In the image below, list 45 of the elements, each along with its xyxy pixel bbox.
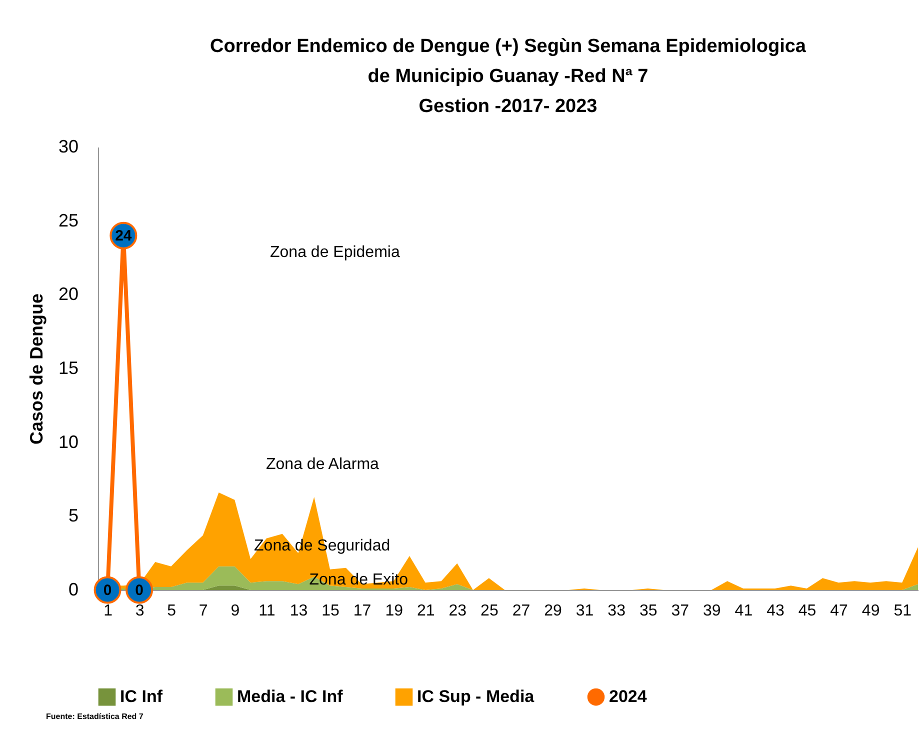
data-label: 0	[135, 582, 144, 599]
data-label: 0	[103, 582, 112, 599]
annotation: Zona de Alarma	[266, 456, 379, 474]
x-tick-label: 39	[703, 602, 721, 620]
x-tick-label: 49	[862, 602, 880, 620]
x-tick-label: 33	[608, 602, 626, 620]
y-tick-label: 5	[68, 506, 78, 526]
y-tick-label: 30	[58, 136, 78, 156]
x-tick-label: 21	[416, 602, 435, 620]
x-tick-label: 27	[512, 602, 530, 620]
y-tick-label: 0	[68, 580, 78, 600]
x-tick-label: 47	[830, 602, 848, 620]
legend-label: Media - IC Inf	[237, 687, 344, 706]
x-tick-label: 7	[198, 602, 208, 620]
x-tick-label: 29	[544, 602, 562, 620]
chart-title: Corredor Endemico de Dengue (+) Segùn Semana Epidemiologica de Municipio Guanay -Red Nª 7 Gestion -2017- 2023	[210, 36, 806, 117]
x-tick-label: 11	[258, 602, 276, 620]
annotation: Zona de Epidemia	[270, 244, 400, 262]
legend-label: 2024	[609, 687, 648, 706]
legend-label: IC Inf	[120, 687, 163, 706]
x-tick-label: 15	[322, 602, 340, 620]
x-tick-label: 51	[894, 602, 912, 620]
y-tick-label: 10	[58, 432, 78, 452]
x-tick-label: 25	[480, 602, 498, 620]
x-tick-label: 13	[290, 602, 308, 620]
y-tick-label: 25	[58, 210, 78, 230]
x-tick-label: 5	[167, 602, 176, 620]
x-tick-label: 45	[798, 602, 816, 620]
legend-label: IC Sup - Media	[417, 687, 535, 706]
data-label: 24	[115, 228, 132, 245]
y-tick-label: 15	[58, 358, 78, 378]
x-tick-label: 37	[671, 602, 690, 620]
y-axis-title: Casos de Dengue	[26, 293, 46, 445]
x-tick-label: 1	[104, 602, 113, 620]
x-tick-label: 17	[353, 602, 372, 620]
source-note: Fuente: Estadística Red 7	[46, 712, 144, 721]
x-tick-label: 23	[448, 602, 467, 620]
x-tick-label: 9	[230, 602, 240, 620]
x-tick-label: 3	[135, 602, 144, 620]
y-tick-label: 20	[58, 284, 78, 304]
x-tick-label: 31	[576, 602, 594, 620]
x-tick-label: 41	[734, 602, 753, 620]
x-tick-label: 43	[766, 602, 784, 620]
x-tick-label: 35	[639, 602, 658, 620]
x-tick-label: 19	[385, 602, 404, 620]
